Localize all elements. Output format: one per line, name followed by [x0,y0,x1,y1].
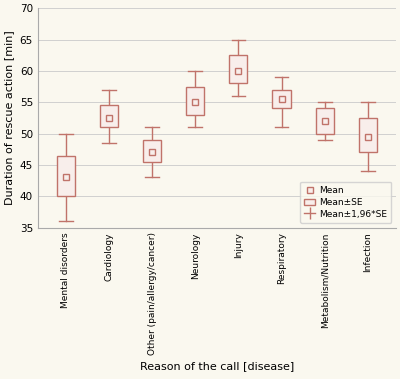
Bar [100,105,118,127]
Bar [316,108,334,133]
X-axis label: Reason of the call [disease]: Reason of the call [disease] [140,361,294,371]
Y-axis label: Duration of rescue action [min]: Duration of rescue action [min] [4,31,14,205]
Bar [143,140,161,162]
Bar [359,118,377,152]
Bar [272,90,290,108]
Legend: Mean, Mean±SE, Mean±1,96*SE: Mean, Mean±SE, Mean±1,96*SE [300,182,391,223]
Bar [57,155,75,196]
Bar [229,55,248,83]
Bar [186,86,204,115]
